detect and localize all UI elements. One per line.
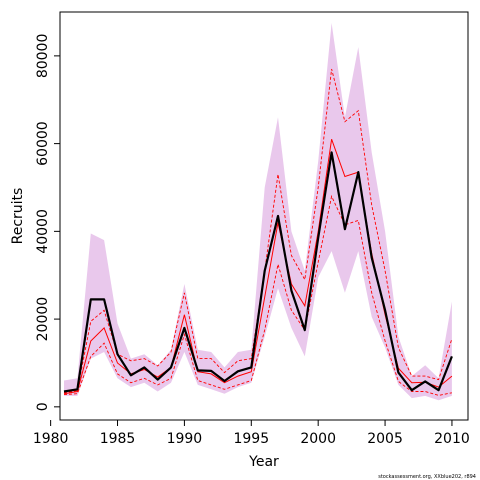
y-tick-label: 0 — [35, 402, 51, 411]
credit-text: stockassessment.org, XXblue202, r894 — [378, 474, 476, 480]
y-tick-label: 40000 — [35, 209, 51, 254]
y-tick-label: 60000 — [35, 121, 51, 166]
plot-frame — [59, 11, 469, 421]
x-tick-label: 2005 — [367, 431, 403, 447]
y-axis-title: Recruits — [10, 188, 26, 245]
x-axis: 1980 1985 1990 1995 2000 2005 2010 — [33, 420, 470, 447]
x-tick-label: 1995 — [233, 431, 269, 447]
alt-lower-line — [63, 194, 452, 396]
x-tick-label: 2010 — [434, 431, 470, 447]
x-axis-title: Year — [248, 454, 279, 470]
confidence-band — [64, 23, 452, 401]
y-tick-label: 80000 — [35, 34, 51, 79]
y-axis: 0 20000 40000 60000 80000 — [35, 34, 60, 411]
x-tick-label: 1985 — [100, 431, 136, 447]
x-tick-label: 1980 — [33, 431, 69, 447]
x-tick-label: 2000 — [300, 431, 336, 447]
estimate-line — [63, 151, 453, 393]
y-tick-label: 20000 — [35, 297, 51, 342]
x-tick-label: 1990 — [167, 431, 203, 447]
